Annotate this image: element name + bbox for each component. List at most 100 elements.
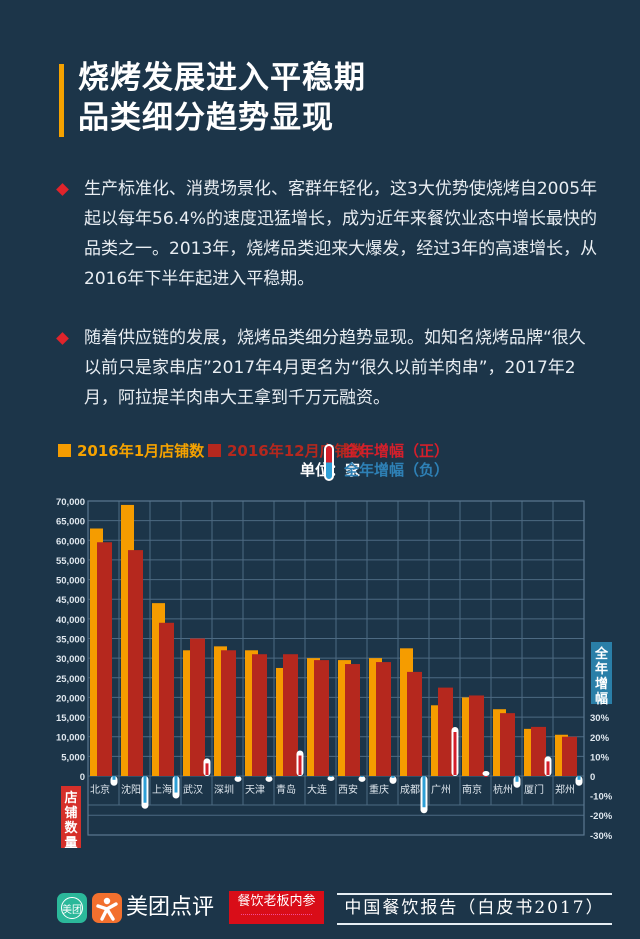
y-axis-tick: 45,000 bbox=[56, 595, 85, 606]
plot-border bbox=[87, 500, 585, 836]
bar-dec bbox=[469, 695, 484, 776]
city-label: 北京 bbox=[90, 783, 110, 796]
growth-thermometer bbox=[482, 771, 490, 776]
bar-dec bbox=[252, 654, 267, 776]
y-axis-tick: 10,000 bbox=[56, 733, 85, 744]
city-label: 天津 bbox=[245, 784, 265, 796]
y-axis-tick: 70,000 bbox=[56, 497, 85, 508]
growth-fill bbox=[391, 776, 395, 778]
growth-thermometer bbox=[358, 776, 366, 782]
growth-thermometer bbox=[327, 776, 335, 781]
growth-fill bbox=[546, 761, 550, 775]
title-line-1: 烧烤发展进入平稳期 bbox=[78, 60, 366, 96]
city-label: 深圳 bbox=[214, 784, 234, 796]
growth-thermometer bbox=[110, 776, 118, 786]
legend-jan: 2016年1月店铺数 bbox=[58, 440, 204, 461]
y2-axis-tick: -10% bbox=[590, 792, 613, 803]
y2-axis-tick: 0 bbox=[590, 772, 595, 783]
y2-axis-tick: -20% bbox=[590, 811, 613, 822]
growth-fill bbox=[577, 776, 581, 780]
city-label: 沈阳 bbox=[121, 783, 141, 796]
bar-dec bbox=[314, 660, 329, 776]
y2-axis-label: 年 bbox=[595, 661, 608, 677]
store-count-chart: 0 5,000 10,000 15,000 20,000 25,000 30,000 35,0… bbox=[56, 497, 613, 851]
city-label: 大连 bbox=[307, 783, 327, 796]
growth-fill bbox=[205, 763, 209, 775]
y-axis-tick: 20,000 bbox=[56, 693, 85, 704]
y2-axis-label-badge bbox=[591, 642, 612, 704]
bar-dec bbox=[159, 622, 174, 776]
growth-fill bbox=[484, 776, 488, 777]
city-label: 上海 bbox=[152, 783, 172, 796]
bar-dec bbox=[283, 654, 298, 776]
y-axis-label: 数 bbox=[64, 820, 78, 836]
city-label: 杭州 bbox=[493, 783, 513, 796]
y2-axis-label: 幅 bbox=[595, 691, 608, 707]
diamond-bullet-icon bbox=[56, 183, 69, 196]
y2-axis-label: 增 bbox=[595, 676, 608, 692]
thermometer-legend-icon bbox=[324, 444, 334, 481]
growth-fill bbox=[143, 776, 147, 803]
y-axis-tick: 5,000 bbox=[61, 752, 85, 763]
partner-logo: 餐饮老板内参 bbox=[229, 891, 324, 924]
city-label: 武汉 bbox=[183, 783, 203, 796]
bullet-paragraph-2: 随着供应链的发展，烧烤品类细分趋势显现。如知名烧烤品牌“很久以前只是家串店”20… bbox=[56, 323, 598, 413]
title-accent-bar bbox=[59, 64, 64, 137]
y-axis-label-badge bbox=[61, 786, 81, 848]
growth-fill bbox=[329, 776, 333, 777]
city-label: 成都 bbox=[400, 784, 420, 796]
growth-fill bbox=[422, 776, 426, 808]
y-axis-tick: 25,000 bbox=[56, 674, 85, 685]
bar-dec bbox=[531, 726, 546, 776]
growth-fill bbox=[236, 776, 240, 777]
y-axis-tick: 35,000 bbox=[56, 635, 85, 646]
city-label: 西安 bbox=[338, 783, 358, 796]
bar-dec bbox=[128, 550, 143, 776]
growth-fill bbox=[360, 776, 364, 777]
y2-axis-label: 全 bbox=[594, 646, 609, 662]
legend-growth-positive: 全年增幅（正） bbox=[344, 442, 450, 460]
bar-dec bbox=[438, 687, 453, 776]
dianping-person-icon bbox=[96, 897, 118, 921]
growth-thermometer bbox=[513, 776, 521, 788]
growth-thermometer bbox=[234, 776, 242, 782]
growth-fill bbox=[453, 732, 457, 775]
legend-dec: 2016年12月店铺数 bbox=[208, 440, 365, 461]
y2-axis-tick: 10% bbox=[590, 752, 610, 763]
y-axis-tick: 0 bbox=[80, 772, 85, 783]
meituan-app-icon: 美团 bbox=[57, 893, 87, 923]
bar-dec bbox=[190, 638, 205, 776]
bar-dec bbox=[345, 664, 360, 776]
y-axis-tick: 55,000 bbox=[56, 556, 85, 567]
growth-thermometer bbox=[575, 776, 583, 786]
y-axis-tick: 40,000 bbox=[56, 615, 85, 626]
report-title: 中国餐饮报告（白皮书2017） bbox=[337, 893, 612, 925]
growth-fill bbox=[515, 776, 519, 782]
city-label: 广州 bbox=[431, 784, 451, 796]
title-line-2: 品类细分趋势显现 bbox=[78, 100, 334, 136]
city-label: 重庆 bbox=[369, 783, 389, 796]
y-axis-tick: 50,000 bbox=[56, 576, 85, 587]
y-axis-tick: 60,000 bbox=[56, 536, 85, 547]
growth-fill bbox=[298, 755, 302, 775]
y-axis-tick: 65,000 bbox=[56, 517, 85, 528]
y-axis-tick: 30,000 bbox=[56, 654, 85, 665]
legend-swatch-jan bbox=[58, 444, 71, 457]
y2-axis-tick: 30% bbox=[590, 713, 610, 724]
city-label: 郑州 bbox=[555, 783, 575, 796]
bar-dec bbox=[97, 542, 112, 776]
y-axis-label: 铺 bbox=[64, 805, 77, 821]
city-label: 厦门 bbox=[524, 783, 544, 796]
growth-thermometer bbox=[389, 776, 397, 784]
diamond-bullet-icon bbox=[56, 332, 69, 345]
page-title: 烧烤发展进入平稳期 品类细分趋势显现 bbox=[78, 58, 366, 138]
bar-dec bbox=[562, 736, 577, 776]
legend-swatch-dec bbox=[208, 444, 221, 457]
city-label: 青岛 bbox=[276, 783, 296, 796]
y-axis-label: 店 bbox=[64, 790, 77, 806]
meituan-dianping-brand: 美团点评 bbox=[126, 895, 215, 920]
bar-dec bbox=[376, 662, 391, 776]
y-axis-tick: 15,000 bbox=[56, 713, 85, 724]
y2-axis-tick: -30% bbox=[590, 831, 613, 842]
y2-axis-tick: 20% bbox=[590, 733, 610, 744]
